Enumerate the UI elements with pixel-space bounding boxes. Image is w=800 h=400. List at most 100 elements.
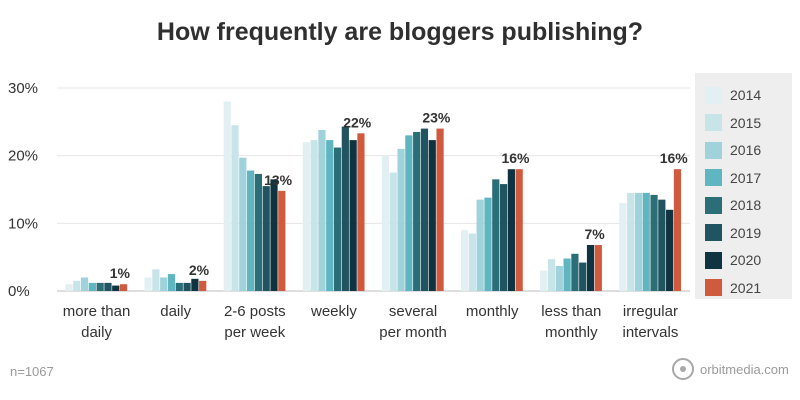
legend-swatch — [705, 279, 722, 296]
x-tick-label: irregular — [623, 303, 678, 320]
bar — [349, 140, 357, 291]
bar — [563, 258, 571, 291]
bar — [88, 282, 96, 291]
data-label: 2% — [189, 262, 210, 278]
bar — [270, 179, 278, 291]
bar — [144, 277, 152, 291]
chart-legend: 2014 2015 2016 2017 2018 2019 2020 2021 — [695, 73, 792, 299]
legend-label: 2021 — [730, 279, 762, 296]
legend-label: 2015 — [730, 114, 762, 131]
bar — [420, 128, 429, 291]
bar — [231, 125, 239, 291]
x-tick-label: weekly — [310, 303, 357, 320]
bar — [239, 157, 247, 291]
bar — [413, 131, 421, 291]
legend-label: 2016 — [730, 142, 762, 158]
bar — [73, 280, 81, 291]
bar — [507, 169, 515, 291]
legend-swatch — [705, 196, 722, 214]
bar — [278, 190, 286, 291]
x-tick-label: per month — [379, 324, 447, 341]
bar — [405, 135, 413, 291]
legend-swatch — [705, 169, 722, 186]
x-tick-label: monthly — [545, 324, 598, 341]
bar — [167, 274, 176, 291]
data-label: 23% — [422, 110, 451, 126]
bar — [642, 192, 650, 291]
data-label: 13% — [264, 172, 293, 188]
bar — [262, 186, 270, 291]
bar — [357, 133, 365, 291]
bar — [666, 209, 674, 291]
legend-swatch — [705, 251, 722, 269]
x-tick-label: daily — [81, 324, 112, 341]
bar — [104, 282, 112, 291]
bar — [341, 126, 349, 291]
bar — [436, 128, 444, 291]
bar — [333, 147, 342, 291]
data-label: 7% — [584, 226, 605, 242]
bar — [492, 179, 500, 291]
bar — [254, 173, 263, 291]
bar — [634, 192, 643, 291]
legend-label: 2017 — [730, 169, 762, 186]
y-tick-label: 20% — [8, 148, 38, 165]
x-tick-label: less than — [541, 303, 601, 320]
bar — [397, 148, 405, 291]
legend-item: 2019 — [705, 223, 761, 243]
bar — [555, 265, 563, 291]
bar — [160, 277, 168, 291]
bar — [389, 172, 397, 291]
legend-item: 2016 — [705, 140, 761, 160]
data-label: 16% — [501, 150, 530, 166]
bar — [594, 244, 602, 291]
bar — [318, 129, 326, 291]
chart-title: How frequently are bloggers publishing? — [156, 18, 644, 46]
legend-swatch — [705, 86, 722, 104]
bar — [96, 282, 104, 291]
data-label: 1% — [110, 265, 131, 281]
legend-item: 2021 — [705, 278, 761, 298]
brand-logo: orbitmedia.com — [671, 357, 789, 381]
data-label: 22% — [343, 114, 372, 130]
bar — [484, 197, 492, 291]
y-tick-label: 30% — [8, 80, 38, 97]
data-label: 16% — [660, 150, 689, 166]
brand-text: orbitmedia.com — [700, 361, 789, 377]
x-tick-label: several — [389, 303, 437, 320]
bar — [468, 233, 476, 291]
bar — [515, 169, 523, 291]
legend-label: 2014 — [730, 87, 762, 103]
legend-item: 2017 — [705, 168, 761, 188]
legend-item: 2014 — [705, 85, 761, 105]
bar — [650, 194, 658, 291]
bar — [571, 253, 579, 291]
bar — [658, 199, 666, 291]
bar — [540, 270, 548, 291]
bar — [627, 192, 635, 291]
legend-label: 2019 — [730, 224, 762, 241]
sample-size-note: n=1067 — [10, 364, 54, 379]
bar — [183, 282, 191, 291]
bar — [381, 155, 390, 291]
x-tick-label: daily — [160, 303, 191, 320]
bar — [191, 278, 199, 291]
bar — [586, 244, 595, 291]
bar — [499, 184, 508, 291]
y-tick-label: 0% — [8, 283, 30, 300]
x-tick-label: 2-6 posts — [224, 303, 286, 320]
legend-swatch — [705, 114, 722, 131]
bar — [579, 262, 587, 291]
legend-swatch — [705, 141, 722, 159]
x-tick-label: more than — [63, 303, 131, 320]
legend-swatch — [705, 224, 722, 241]
bar — [547, 259, 556, 291]
bar — [310, 140, 318, 291]
bar — [673, 169, 682, 291]
y-tick-label: 10% — [8, 215, 38, 232]
bar — [175, 282, 183, 291]
bar — [223, 101, 231, 292]
x-tick-label: intervals — [623, 324, 679, 341]
bar — [80, 277, 89, 291]
bar — [112, 285, 120, 291]
